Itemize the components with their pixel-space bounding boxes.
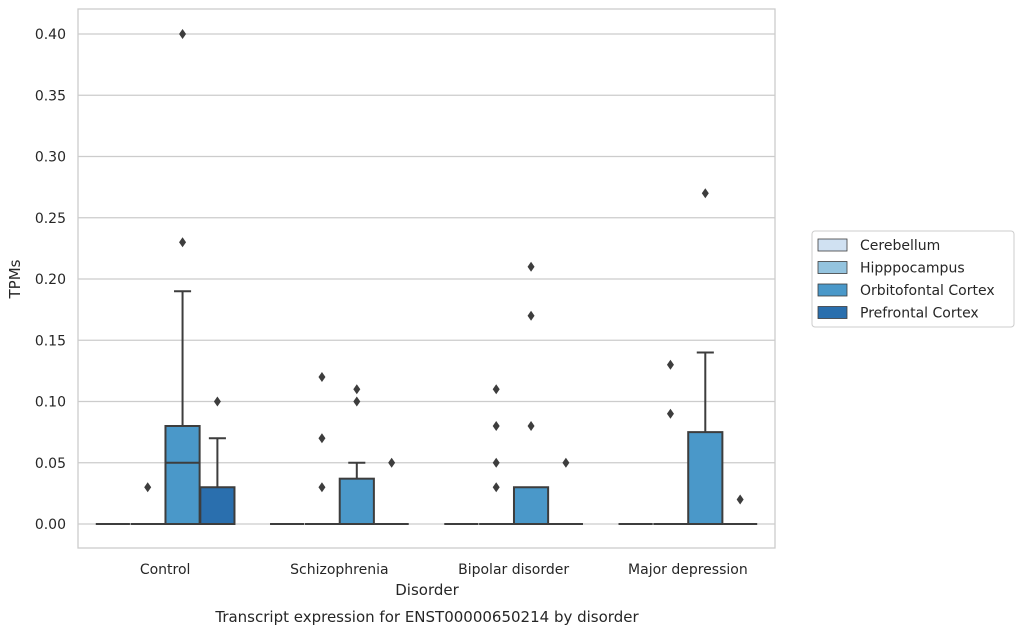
outlier-point: [144, 482, 152, 493]
legend-label: Prefrontal Cortex: [860, 306, 979, 322]
x-tick-label: Bipolar disorder: [458, 562, 569, 578]
legend-swatch: [817, 261, 848, 274]
outlier-point: [736, 494, 744, 505]
box: [338, 384, 375, 525]
x-tick-label: Major depression: [628, 562, 748, 578]
series-prefrontal-cortex: [199, 396, 758, 525]
x-axis-title: Disorder: [395, 581, 459, 599]
y-tick-label: 0.30: [35, 150, 66, 166]
outlier-point: [318, 482, 326, 493]
box-series: [95, 29, 758, 525]
legend-items: Cerebellum Hipppocampus Orbitofontal Corte…: [817, 238, 995, 322]
box: [479, 384, 514, 525]
y-axis-title: TPMs: [6, 259, 24, 299]
y-tick-labels: 0.00 0.05 0.10 0.15 0.20 0.25 0.30 0.35 0.40: [35, 27, 66, 533]
box-body: [512, 486, 550, 525]
outlier-point: [179, 237, 187, 248]
legend-label: Orbitofontal Cortex: [860, 283, 995, 299]
y-tick-label: 0.20: [35, 272, 66, 288]
box: [653, 359, 688, 525]
outlier-point: [353, 396, 361, 407]
outlier-point: [492, 421, 500, 431]
outlier-point: [179, 29, 187, 39]
y-tick-label: 0.35: [35, 88, 66, 104]
outlier-point: [492, 384, 500, 395]
outlier-point: [666, 359, 674, 370]
box-body: [164, 425, 201, 525]
y-tick-label: 0.25: [35, 211, 66, 227]
series-orbitofontal-cortex: [164, 29, 724, 525]
x-tick-label: Schizophrenia: [290, 562, 388, 578]
box: [199, 396, 236, 525]
x-tick-labels: Control Schizophrenia Bipolar disorder Majo…: [140, 562, 748, 578]
legend: Cerebellum Hipppocampus Orbitofontal Corte…: [811, 230, 1015, 328]
outlier-point: [701, 188, 709, 199]
box: [164, 29, 201, 525]
outlier-point: [213, 396, 221, 407]
legend-label: Hipppocampus: [860, 261, 965, 277]
legend-swatch: [817, 306, 848, 319]
box: [687, 188, 724, 525]
box-body: [338, 477, 375, 525]
outlier-point: [562, 457, 570, 468]
series-hipppocampus: [130, 359, 688, 525]
x-tick-label: Control: [140, 562, 191, 578]
box: [374, 457, 409, 525]
legend-swatch: [817, 238, 848, 252]
y-tick-label: 0.15: [35, 333, 66, 349]
outlier-point: [666, 408, 674, 419]
legend-swatch: [817, 283, 848, 297]
legend-frame: [811, 230, 1015, 328]
outlier-point: [318, 433, 326, 444]
box: [512, 261, 550, 525]
outlier-point: [388, 457, 396, 468]
y-tick-label: 0.05: [35, 456, 66, 472]
box: [723, 494, 758, 525]
chart-caption: Transcript expression for ENST0000065021…: [214, 608, 639, 626]
outlier-point: [492, 457, 500, 468]
y-tick-label: 0.10: [35, 395, 66, 411]
y-tick-label: 0.00: [35, 517, 66, 533]
outlier-point: [527, 310, 535, 321]
box-body: [687, 431, 724, 525]
y-tick-label: 0.40: [35, 27, 66, 43]
outlier-point: [492, 482, 500, 493]
outlier-point: [353, 384, 361, 395]
outlier-point: [318, 372, 326, 382]
outlier-point: [527, 421, 535, 431]
box: [130, 482, 165, 525]
legend-label: Cerebellum: [860, 238, 940, 254]
box-body: [199, 486, 236, 525]
box: [548, 457, 583, 525]
box: [304, 372, 340, 525]
outlier-point: [527, 261, 535, 272]
plot-frame: [77, 8, 776, 549]
